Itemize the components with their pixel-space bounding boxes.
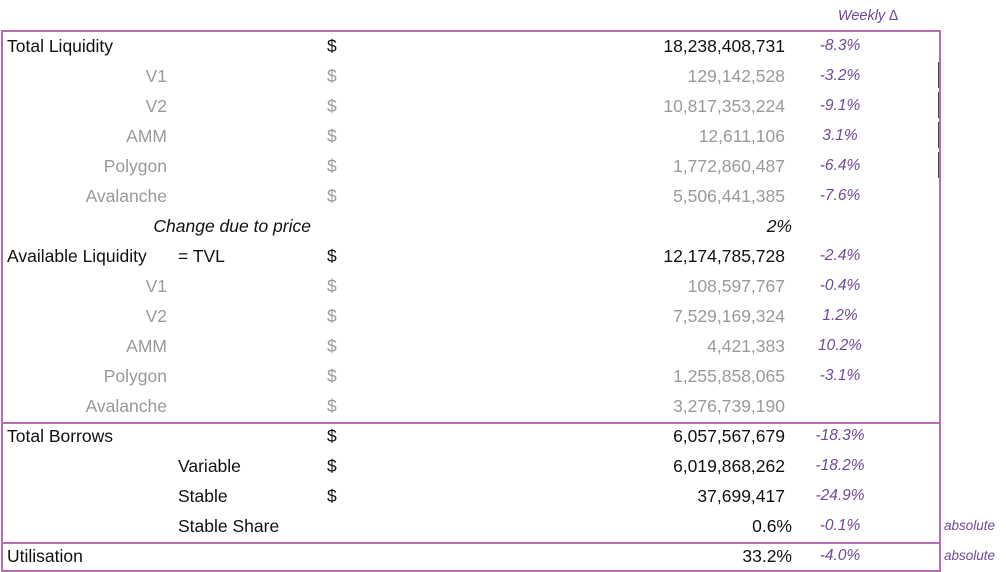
utilisation-value: 33.2%: [742, 546, 792, 566]
available-avalanche-label: Avalanche: [85, 396, 167, 416]
liquidity-polygon-value: 1,772,860,487: [673, 156, 785, 176]
stable-value: 37,699,417: [697, 486, 785, 506]
available-polygon-label: Polygon: [103, 366, 167, 386]
stable-delta: -24.9%: [815, 487, 865, 504]
total-borrows-value: 6,057,567,679: [673, 426, 785, 446]
liquidity-polygon-delta: -6.4%: [819, 157, 861, 174]
change-due-to-price-value: 2%: [766, 216, 792, 236]
currency-symbol: $: [327, 186, 337, 206]
available-liquidity-value: 12,174,785,728: [663, 246, 785, 266]
weekly-delta-header: Weekly ∆: [837, 8, 899, 24]
utilisation-box: [1, 542, 941, 572]
available-amm-delta: 10.2%: [818, 337, 862, 354]
variable-value: 6,019,868,262: [673, 456, 785, 476]
borrows-box: [1, 422, 941, 544]
liquidity-amm-label: AMM: [126, 126, 167, 146]
currency-symbol: $: [327, 306, 337, 326]
utilisation-label: Utilisation: [7, 546, 83, 566]
total-liquidity-value: 18,238,408,731: [663, 36, 785, 56]
available-v2-label: V2: [145, 306, 167, 326]
liquidity-avalanche-value: 5,506,441,385: [673, 186, 785, 206]
available-amm-value: 4,421,383: [707, 336, 785, 356]
stable-label: Stable: [178, 486, 228, 506]
stable-share-delta: -0.1%: [819, 517, 861, 534]
liquidity-v1-delta: -3.2%: [819, 67, 861, 84]
available-v1-value: 108,597,767: [687, 276, 785, 296]
total-liquidity-delta: -8.3%: [819, 37, 861, 54]
available-v2-value: 7,529,169,324: [673, 306, 785, 326]
total-borrows-label: Total Borrows: [7, 426, 114, 446]
liquidity-v2-delta: -9.1%: [819, 97, 861, 114]
available-avalanche-value: 3,276,739,190: [673, 396, 785, 416]
total-borrows-delta: -18.3%: [815, 427, 865, 444]
liquidity-amm-value: 12,611,106: [698, 126, 785, 146]
utilisation-delta: -4.0%: [819, 547, 861, 564]
available-v1-label: V1: [145, 276, 167, 296]
variable-delta: -18.2%: [815, 457, 865, 474]
stable-share-absolute-note: absolute: [944, 518, 996, 533]
liquidity-v1-value: 129,142,528: [687, 66, 785, 86]
liquidity-avalanche-label: Avalanche: [85, 186, 167, 206]
currency-symbol: $: [327, 456, 337, 476]
divider-tick: [938, 122, 939, 148]
available-v2-delta: 1.2%: [822, 307, 858, 324]
available-polygon-delta: -3.1%: [819, 367, 861, 384]
stable-share-label: Stable Share: [178, 516, 280, 536]
currency-symbol: $: [327, 366, 337, 386]
currency-symbol: $: [327, 126, 337, 146]
liquidity-polygon-label: Polygon: [103, 156, 167, 176]
available-v1-delta: -0.4%: [819, 277, 861, 294]
currency-symbol: $: [327, 36, 337, 56]
currency-symbol: $: [327, 336, 337, 356]
available-liquidity-label: Available Liquidity: [7, 246, 147, 266]
divider-tick: [938, 152, 939, 178]
liquidity-v1-label: V1: [145, 66, 167, 86]
liquidity-avalanche-delta: -7.6%: [819, 187, 861, 204]
available-polygon-value: 1,255,858,065: [673, 366, 785, 386]
stable-share-value: 0.6%: [752, 516, 792, 536]
available-amm-label: AMM: [126, 336, 167, 356]
utilisation-absolute-note: absolute: [944, 548, 996, 563]
currency-symbol: $: [327, 426, 337, 446]
currency-symbol: $: [327, 486, 337, 506]
currency-symbol: $: [327, 396, 337, 416]
liquidity-v2-label: V2: [145, 96, 167, 116]
available-liquidity-delta: -2.4%: [819, 247, 861, 264]
tvl-note: = TVL: [178, 246, 225, 266]
currency-symbol: $: [327, 96, 337, 116]
variable-label: Variable: [178, 456, 241, 476]
liquidity-amm-delta: 3.1%: [822, 127, 858, 144]
change-due-to-price-label: Change due to price: [153, 216, 311, 236]
currency-symbol: $: [327, 156, 337, 176]
currency-symbol: $: [327, 66, 337, 86]
currency-symbol: $: [327, 246, 337, 266]
divider-tick: [938, 62, 939, 88]
currency-symbol: $: [327, 276, 337, 296]
divider-tick: [938, 92, 939, 118]
liquidity-v2-value: 10,817,353,224: [663, 96, 785, 116]
total-liquidity-label: Total Liquidity: [7, 36, 114, 56]
